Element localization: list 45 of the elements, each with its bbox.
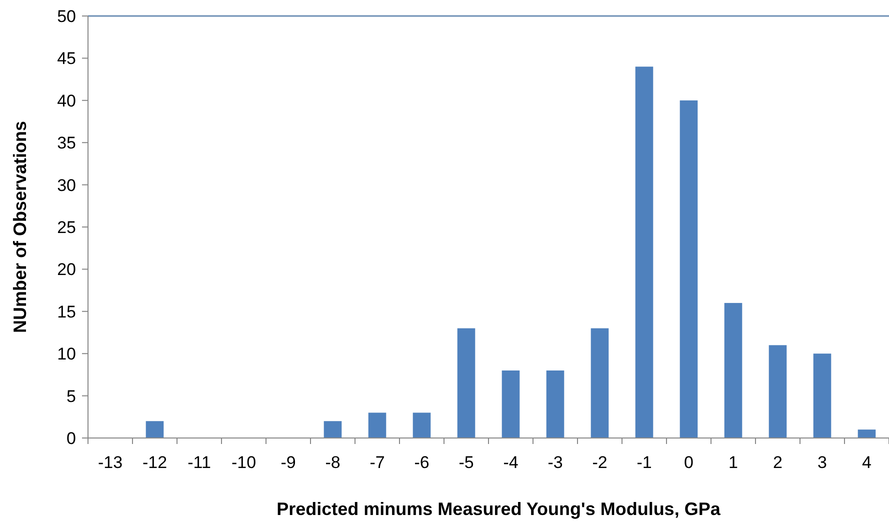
bar [680,100,698,438]
x-tick-label: -12 [142,453,168,472]
y-tick-label: 50 [57,6,76,26]
bar [768,345,787,438]
x-tick-label: -11 [188,453,211,472]
y-tick-label: 45 [57,49,76,68]
y-tick-label: 20 [57,260,76,280]
x-tick-label: -6 [414,453,430,472]
bar [324,421,342,438]
x-tick-label: -10 [231,453,256,472]
y-tick-label: 35 [57,134,76,153]
x-tick-label: -2 [592,453,608,472]
x-tick-label: -8 [325,453,340,472]
y-tick-label: 40 [57,91,76,110]
bar [412,412,431,438]
x-tick-label: -3 [548,453,563,472]
x-tick-label: -13 [98,453,123,472]
x-tick-label: -1 [636,453,652,472]
x-tick-label: 1 [728,453,738,472]
bar [813,354,832,438]
x-tick-label: 4 [862,453,872,472]
y-tick-label: 5 [66,386,76,406]
x-tick-label: -7 [370,453,385,472]
x-tick-label: 0 [684,453,694,472]
y-tick-label: 30 [57,176,76,195]
x-tick-label: -4 [503,453,518,472]
y-tick-label: 25 [57,218,76,237]
bar [502,370,520,438]
bar [368,412,386,438]
y-tick-label: 10 [57,344,76,364]
bar [724,302,742,438]
bar [635,66,654,438]
x-axis-title: Predicted minums Measured Young's Modulus, GPa [276,499,722,519]
bar [457,328,476,438]
y-axis-title: NUmber of Observations [10,120,30,334]
bar [146,421,164,438]
y-tick-label: 0 [66,428,76,448]
bar [546,370,564,438]
bar [858,430,876,438]
x-tick-label: 2 [773,453,782,472]
x-tick-label: -5 [458,453,474,472]
x-tick-label: -9 [280,453,296,472]
x-tick-label: 3 [818,453,827,472]
y-tick-label: 15 [57,302,76,322]
bar [590,328,609,438]
